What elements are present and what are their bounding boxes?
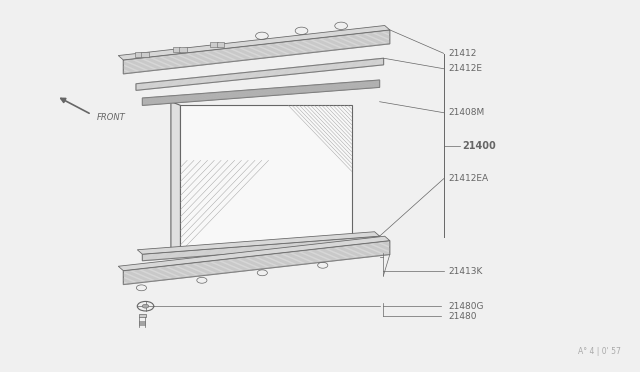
Polygon shape xyxy=(124,241,390,285)
Text: A° 4 | 0' 57: A° 4 | 0' 57 xyxy=(579,347,621,356)
Polygon shape xyxy=(180,105,352,252)
Bar xyxy=(138,314,146,317)
Text: 21412EA: 21412EA xyxy=(449,174,489,183)
Bar xyxy=(216,42,224,47)
Bar xyxy=(179,47,187,52)
Text: 21413K: 21413K xyxy=(449,267,483,276)
Text: FRONT: FRONT xyxy=(97,113,125,122)
Polygon shape xyxy=(137,232,380,254)
Text: 21480G: 21480G xyxy=(449,302,484,311)
Text: 21412: 21412 xyxy=(449,49,477,58)
Polygon shape xyxy=(124,30,390,74)
Text: 21400: 21400 xyxy=(463,141,497,151)
Bar xyxy=(135,52,143,57)
Polygon shape xyxy=(118,26,390,60)
Text: 21408M: 21408M xyxy=(449,108,485,117)
Polygon shape xyxy=(171,102,180,252)
Circle shape xyxy=(142,304,149,308)
Polygon shape xyxy=(118,236,390,271)
Polygon shape xyxy=(142,80,380,105)
Bar xyxy=(210,42,218,47)
Polygon shape xyxy=(142,236,380,261)
Bar xyxy=(173,47,180,52)
Text: 21480: 21480 xyxy=(449,312,477,321)
Bar xyxy=(141,52,149,57)
Polygon shape xyxy=(136,58,383,90)
Text: 21412E: 21412E xyxy=(449,64,483,73)
